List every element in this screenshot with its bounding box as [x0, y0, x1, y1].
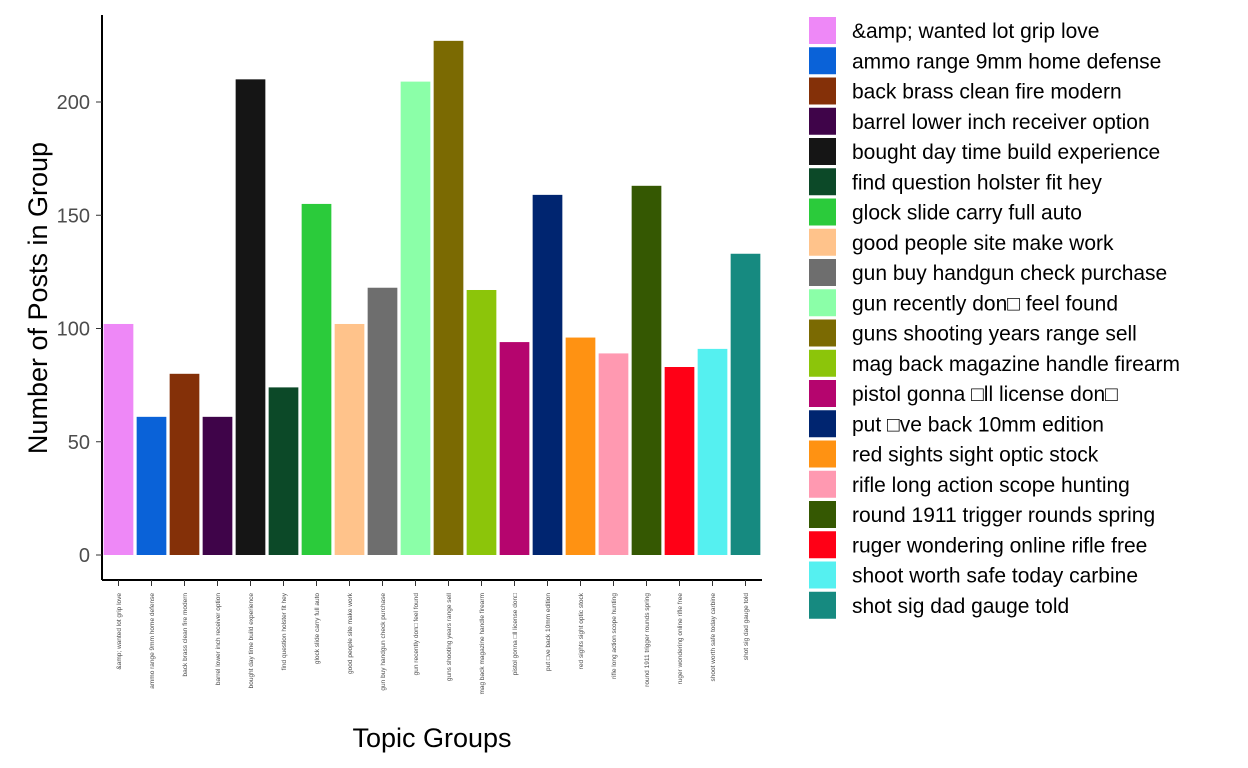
- x-tick-label: ammo range 9mm home defense: [149, 593, 156, 689]
- legend-key: [809, 591, 836, 619]
- x-tick-label: back brass clean fire modern: [182, 593, 189, 677]
- legend-label: ammo range 9mm home defense: [852, 50, 1161, 73]
- legend-label: &amp; wanted lot grip love: [852, 20, 1099, 43]
- y-tick-label: 150: [57, 205, 90, 227]
- x-tick-label: gun buy handgun check purchase: [380, 593, 387, 691]
- x-tick-label: gun recently don□ feel found: [413, 593, 420, 676]
- bar-16: [598, 353, 629, 555]
- legend-key: [809, 410, 836, 438]
- legend-label: mag back magazine handle firearm: [852, 353, 1180, 376]
- x-tick-label: glock slide carry full auto: [314, 593, 321, 665]
- x-tick-label: shot sig dad gauge told: [743, 593, 750, 661]
- x-tick-label: red sights sight optic stock: [578, 592, 585, 669]
- y-tick-label: 100: [57, 319, 90, 341]
- x-tick-label: pistol gonna □ll license don□: [512, 593, 519, 675]
- x-tick-label: barrel lower inch receiver option: [215, 593, 222, 686]
- legend-label: red sights sight optic stock: [852, 444, 1099, 467]
- legend-label: shoot worth safe today carbine: [852, 565, 1138, 588]
- legend-label: ruger wondering online rifle free: [852, 534, 1147, 557]
- x-tick-label: guns shooting years range sell: [446, 592, 453, 681]
- y-tick-label: 0: [79, 545, 90, 567]
- bar-2: [136, 416, 167, 555]
- x-tick-label: round 1911 trigger rounds spring: [644, 593, 651, 687]
- bar-13: [499, 342, 530, 555]
- x-axis-title: Topic Groups: [352, 723, 511, 753]
- legend-key: [809, 107, 836, 135]
- legend-key: [809, 198, 836, 226]
- legend-label: round 1911 trigger rounds spring: [852, 504, 1155, 527]
- legend-label: guns shooting years range sell: [852, 323, 1137, 346]
- legend-key: [809, 380, 836, 407]
- bar-8: [334, 323, 365, 555]
- legend-label: good people site make work: [852, 232, 1114, 255]
- bar-6: [268, 387, 299, 555]
- legend-label: rifle long action scope hunting: [852, 474, 1130, 497]
- x-tick-label: mag back magazine handle firearm: [479, 593, 486, 695]
- legend-label: barrel lower inch receiver option: [852, 111, 1150, 134]
- bar-17: [631, 185, 662, 555]
- legend: &amp; wanted lot grip love ammo range 9mm…: [809, 17, 1180, 619]
- x-tick-label: shoot worth safe today carbine: [710, 593, 717, 682]
- legend-key: [809, 168, 836, 196]
- x-tick-label: &amp; wanted lot grip love: [116, 593, 123, 670]
- legend-label: back brass clean fire modern: [852, 81, 1122, 104]
- legend-key: [809, 77, 836, 105]
- bar-10: [400, 81, 431, 556]
- bar-4: [202, 416, 233, 555]
- legend-label: put □ve back 10mm edition: [852, 413, 1104, 436]
- x-tick-label: find question holster fit hey: [281, 592, 288, 670]
- bar-3: [169, 373, 200, 555]
- x-tick-label: good people site make work: [347, 592, 354, 674]
- bar-15: [565, 337, 596, 555]
- y-axis: 0 50 100 150 200: [57, 15, 103, 580]
- bar-18: [664, 367, 695, 555]
- x-tick-label: bought day time build experience: [248, 593, 255, 689]
- legend-key: [809, 17, 836, 44]
- legend-key: [809, 47, 836, 75]
- bar-12: [466, 289, 497, 555]
- legend-key: [809, 259, 836, 286]
- legend-key: [809, 289, 836, 317]
- legend-key: [809, 319, 836, 347]
- legend-key: [809, 440, 836, 468]
- x-tick-label: ruger wondering online rifle free: [677, 593, 684, 685]
- legend-label: find question holster fit hey: [852, 171, 1102, 194]
- legend-key: [809, 561, 836, 589]
- legend-label: pistol gonna □ll license don□: [852, 383, 1118, 406]
- y-tick-label: 50: [68, 432, 90, 454]
- legend-key: [809, 349, 836, 377]
- y-axis-title: Number of Posts in Group: [23, 142, 53, 454]
- bar-5: [235, 79, 266, 555]
- legend-key: [809, 501, 836, 528]
- legend-key: [809, 228, 836, 256]
- bar-19: [697, 348, 728, 555]
- legend-key: [809, 138, 836, 165]
- legend-label: bought day time build experience: [852, 141, 1160, 164]
- bar-9: [367, 287, 398, 555]
- x-tick-label: rifle long action scope hunting: [611, 593, 618, 679]
- legend-key: [809, 470, 836, 498]
- bar-20: [730, 253, 761, 555]
- bar-11: [433, 40, 464, 556]
- bars: [103, 40, 761, 556]
- legend-label: gun buy handgun check purchase: [852, 262, 1167, 285]
- legend-label: shot sig dad gauge told: [852, 595, 1069, 618]
- x-axis: &amp; wanted lot grip love ammo range 9mm…: [102, 579, 762, 695]
- x-tick-label: put □ve back 10mm edition: [545, 593, 552, 671]
- bar-14: [532, 194, 563, 556]
- bar-1: [103, 323, 134, 555]
- legend-key: [809, 531, 836, 559]
- legend-label: glock slide carry full auto: [852, 202, 1082, 225]
- legend-label: gun recently don□ feel found: [852, 292, 1118, 315]
- bar-7: [301, 203, 332, 556]
- y-tick-label: 200: [57, 92, 90, 114]
